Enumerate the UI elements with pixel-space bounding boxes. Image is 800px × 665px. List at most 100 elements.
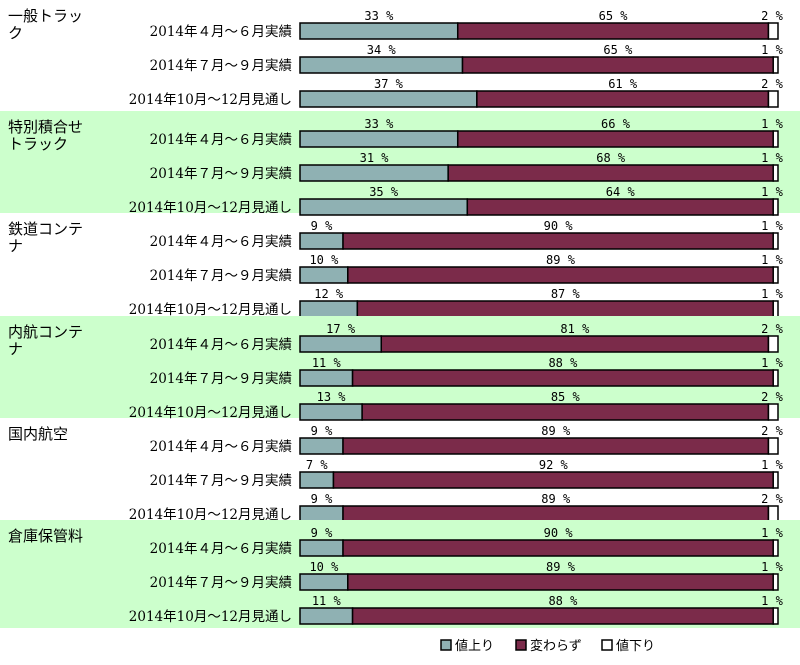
data-label: 89 %: [546, 560, 576, 574]
bar-segment-unchanged: [361, 403, 770, 421]
bar-segment-down: [772, 539, 779, 557]
data-label: 2 %: [761, 424, 783, 438]
data-label: 37 %: [374, 77, 404, 91]
bar-row: 2014年４月～６月実績 17 % 81 % 2 %: [150, 322, 784, 353]
data-label: 1 %: [761, 560, 783, 574]
data-label: 2 %: [761, 492, 783, 506]
data-label: 85 %: [551, 390, 581, 404]
data-label: 61 %: [608, 77, 638, 91]
bar-segment-up: [299, 573, 349, 591]
row-label: 2014年４月～６月実績: [150, 439, 292, 455]
data-label: 64 %: [606, 185, 636, 199]
row-label: 2014年７月～９月実績: [150, 268, 292, 284]
data-label: 87 %: [551, 287, 581, 301]
data-label: 33 %: [364, 9, 394, 23]
data-label: 68 %: [596, 151, 626, 165]
data-label: 92 %: [539, 458, 569, 472]
bar-segment-down: [772, 471, 779, 489]
group-4: 国内航空 2014年４月～６月実績 9 % 89 % 2 % 2014年７月～９月実績 7 …: [8, 424, 784, 523]
data-label: 1 %: [761, 43, 783, 57]
data-label: 1 %: [761, 253, 783, 267]
bar-segment-unchanged: [347, 266, 774, 284]
bar-segment-up: [299, 335, 383, 353]
data-label: 89 %: [546, 253, 576, 267]
bar-segment-down: [772, 369, 779, 387]
data-label: 90 %: [544, 526, 574, 540]
bar-segment-down: [772, 232, 779, 250]
bar-segment-unchanged: [456, 22, 770, 40]
data-label: 66 %: [601, 117, 631, 131]
data-label: 1 %: [761, 356, 783, 370]
data-label: 34 %: [367, 43, 397, 57]
bar-segment-up: [299, 369, 354, 387]
data-label: 1 %: [761, 594, 783, 608]
legend-swatch: [515, 639, 527, 651]
bar-segment-up: [299, 300, 359, 318]
bar-row: 2014年10月～12月見通し 35 % 64 % 1 %: [129, 185, 784, 216]
bar-segment-unchanged: [342, 437, 770, 455]
bar-segment-down: [772, 300, 779, 318]
data-label: 1 %: [761, 151, 783, 165]
row-label: 2014年10月～12月見通し: [129, 609, 292, 625]
data-label: 1 %: [761, 287, 783, 301]
bar-row: 2014年10月～12月見通し 9 % 89 % 2 %: [129, 492, 784, 523]
bar-segment-down: [772, 266, 779, 284]
bar-row: 2014年４月～６月実績 9 % 89 % 2 %: [150, 424, 784, 455]
row-label: 2014年４月～６月実績: [150, 337, 292, 353]
bar-segment-down: [772, 56, 779, 74]
bar-row: 2014年７月～９月実績 7 % 92 % 1 %: [150, 458, 784, 489]
bar-segment-unchanged: [351, 369, 774, 387]
data-label: 88 %: [548, 356, 578, 370]
bar-segment-unchanged: [380, 335, 770, 353]
bar-segment-up: [299, 437, 344, 455]
bar-segment-down: [767, 437, 779, 455]
data-label: 2 %: [761, 390, 783, 404]
row-label: 2014年４月～６月実績: [150, 234, 292, 250]
bar-segment-unchanged: [456, 130, 774, 148]
legend-swatch: [601, 639, 613, 651]
bar-segment-up: [299, 266, 349, 284]
row-label: 2014年７月～９月実績: [150, 575, 292, 591]
bar-segment-unchanged: [351, 607, 774, 625]
legend-label: 値下り: [616, 638, 655, 654]
legend-item: 値下り: [601, 638, 655, 654]
data-label: 12 %: [314, 287, 344, 301]
data-label: 81 %: [560, 322, 590, 336]
group-name-line: ナ: [8, 340, 23, 358]
bar-segment-unchanged: [447, 164, 774, 182]
group-name: 倉庫保管料: [8, 527, 83, 545]
bar-row: 2014年４月～６月実績 9 % 90 % 1 %: [150, 526, 784, 557]
row-label: 2014年４月～６月実績: [150, 24, 292, 40]
data-label: 88 %: [548, 594, 578, 608]
bar-segment-up: [299, 607, 354, 625]
data-label: 33 %: [364, 117, 394, 131]
bar-segment-unchanged: [347, 573, 774, 591]
bar-segment-up: [299, 505, 344, 523]
row-label: 2014年10月～12月見通し: [129, 302, 292, 318]
bar-segment-down: [767, 505, 779, 523]
bar-row: 2014年７月～９月実績 34 % 65 % 1 %: [150, 43, 784, 74]
group-name-line: 一般トラッ: [8, 7, 83, 25]
bar-segment-unchanged: [461, 56, 774, 74]
data-label: 1 %: [761, 117, 783, 131]
group-name-line: トラック: [8, 135, 68, 153]
bar-segment-down: [772, 198, 779, 216]
bar-segment-down: [772, 164, 779, 182]
bar-row: 2014年10月～12月見通し 12 % 87 % 1 %: [129, 287, 784, 318]
group-name: 特別積合せトラック: [8, 118, 83, 153]
data-label: 10 %: [309, 253, 339, 267]
group-5: 倉庫保管料 2014年４月～６月実績 9 % 90 % 1 % 2014年７月～９月実績 1…: [0, 520, 800, 628]
data-label: 65 %: [603, 43, 633, 57]
data-label: 1 %: [761, 185, 783, 199]
bar-row: 2014年７月～９月実績 31 % 68 % 1 %: [150, 151, 784, 182]
group-band: [0, 316, 800, 418]
bar-row: 2014年７月～９月実績 10 % 89 % 1 %: [150, 253, 784, 284]
bar-row: 2014年７月～９月実績 11 % 88 % 1 %: [150, 356, 784, 387]
group-name-line: ナ: [8, 237, 23, 255]
data-label: 35 %: [369, 185, 399, 199]
group-name: 一般トラック: [8, 7, 83, 42]
data-label: 65 %: [599, 9, 629, 23]
bar-segment-unchanged: [342, 539, 774, 557]
